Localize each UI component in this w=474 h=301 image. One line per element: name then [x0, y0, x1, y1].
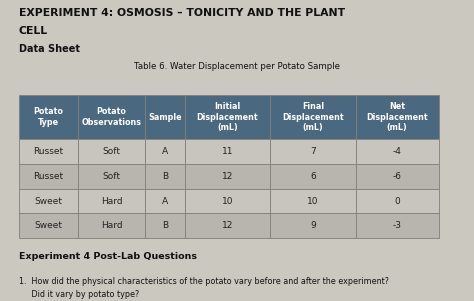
- Bar: [185, 164, 270, 189]
- Text: 6: 6: [310, 172, 316, 181]
- Text: CELL: CELL: [19, 26, 48, 36]
- Bar: [185, 95, 270, 139]
- Text: Initial
Displacement
(mL): Initial Displacement (mL): [197, 102, 258, 132]
- Bar: [185, 213, 270, 238]
- Bar: [356, 189, 438, 213]
- Bar: [185, 139, 270, 164]
- Bar: [356, 139, 438, 164]
- Text: B: B: [162, 221, 168, 230]
- Bar: [185, 189, 270, 213]
- Bar: [356, 95, 438, 139]
- Text: Potato
Observations: Potato Observations: [82, 107, 142, 127]
- Bar: [78, 164, 146, 189]
- Text: 7: 7: [310, 147, 316, 156]
- Bar: [19, 95, 78, 139]
- Text: Table 6. Water Displacement per Potato Sample: Table 6. Water Displacement per Potato S…: [134, 62, 340, 71]
- Bar: [78, 189, 146, 213]
- Text: Russet: Russet: [33, 172, 64, 181]
- Bar: [78, 95, 146, 139]
- Text: EXPERIMENT 4: OSMOSIS – TONICITY AND THE PLANT: EXPERIMENT 4: OSMOSIS – TONICITY AND THE…: [19, 8, 345, 17]
- Text: Sample: Sample: [148, 113, 182, 122]
- Text: 12: 12: [222, 172, 233, 181]
- Text: 11: 11: [222, 147, 233, 156]
- Text: -6: -6: [393, 172, 402, 181]
- Text: Hard: Hard: [101, 221, 122, 230]
- Text: 0: 0: [394, 197, 400, 206]
- Text: Data Sheet: Data Sheet: [19, 44, 80, 54]
- Text: Soft: Soft: [103, 172, 121, 181]
- Bar: [19, 164, 78, 189]
- Text: Sweet: Sweet: [35, 197, 63, 206]
- Bar: [146, 139, 185, 164]
- Text: 12: 12: [222, 221, 233, 230]
- Text: -3: -3: [393, 221, 402, 230]
- Text: Experiment 4 Post-Lab Questions: Experiment 4 Post-Lab Questions: [19, 252, 197, 261]
- Bar: [270, 213, 356, 238]
- Bar: [146, 189, 185, 213]
- Bar: [19, 189, 78, 213]
- Text: Potato
Type: Potato Type: [34, 107, 64, 127]
- Text: 10: 10: [307, 197, 319, 206]
- Text: B: B: [162, 172, 168, 181]
- Text: Hard: Hard: [101, 197, 122, 206]
- Bar: [270, 189, 356, 213]
- Text: Soft: Soft: [103, 147, 121, 156]
- Text: 1.  How did the physical characteristics of the potato vary before and after the: 1. How did the physical characteristics …: [19, 277, 389, 299]
- Bar: [270, 164, 356, 189]
- Text: A: A: [162, 147, 168, 156]
- Text: A: A: [162, 197, 168, 206]
- Text: Final
Displacement
(mL): Final Displacement (mL): [282, 102, 344, 132]
- Bar: [146, 95, 185, 139]
- Bar: [78, 139, 146, 164]
- Text: 10: 10: [222, 197, 233, 206]
- Bar: [356, 164, 438, 189]
- Bar: [356, 213, 438, 238]
- Bar: [146, 213, 185, 238]
- Bar: [19, 139, 78, 164]
- Text: Net
Displacement
(mL): Net Displacement (mL): [366, 102, 428, 132]
- Text: 9: 9: [310, 221, 316, 230]
- Text: Sweet: Sweet: [35, 221, 63, 230]
- Bar: [19, 213, 78, 238]
- Bar: [270, 139, 356, 164]
- Text: Russet: Russet: [33, 147, 64, 156]
- Text: -4: -4: [393, 147, 401, 156]
- Bar: [146, 164, 185, 189]
- Bar: [270, 95, 356, 139]
- Bar: [78, 213, 146, 238]
